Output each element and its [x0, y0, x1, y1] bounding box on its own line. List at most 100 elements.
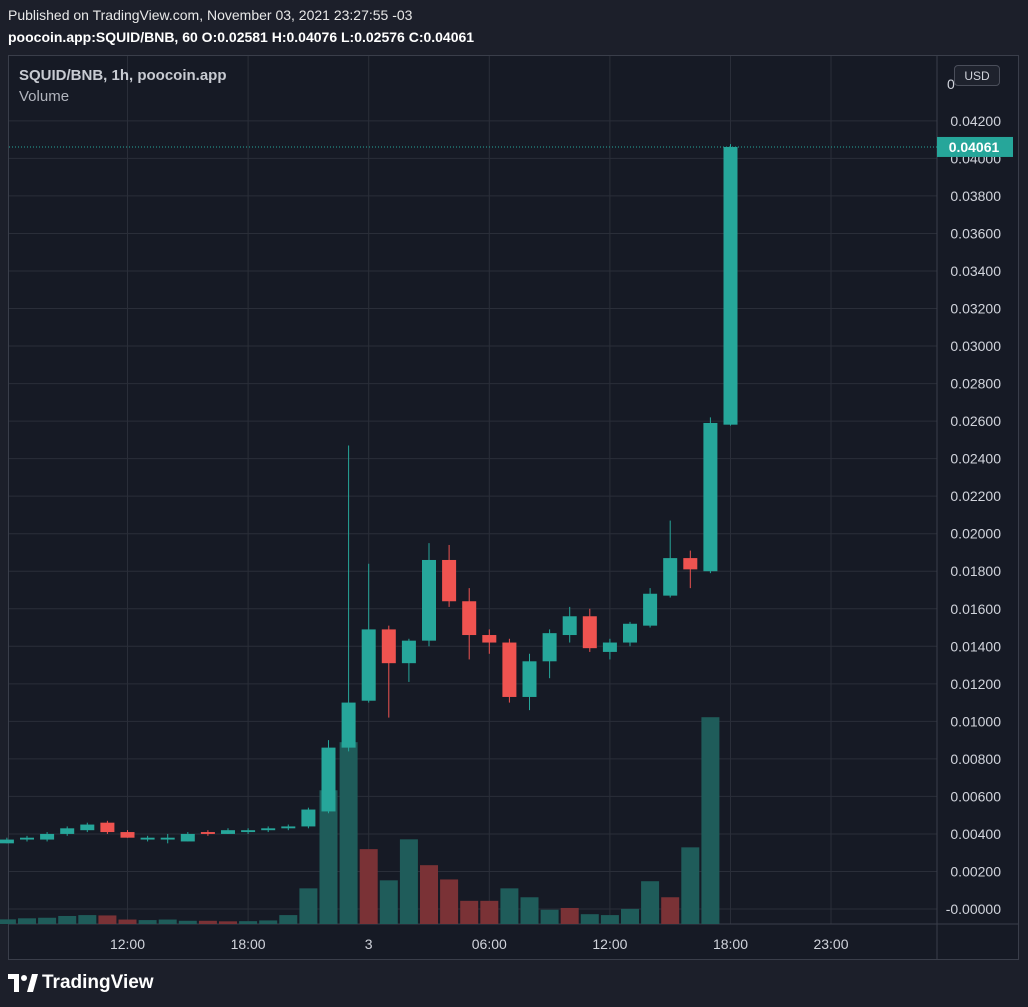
candle-body [80, 824, 95, 831]
candle-body [0, 839, 14, 844]
x-tick-label: 23:00 [813, 936, 848, 952]
candle-body [60, 828, 75, 834]
candle-body [100, 822, 115, 833]
candle-body [281, 826, 296, 829]
x-tick-label: 06:00 [472, 936, 507, 952]
x-tick-label: 18:00 [713, 936, 748, 952]
last-price-label: 0.04061 [949, 139, 1000, 155]
candle-body [663, 558, 678, 596]
volume-bar [58, 915, 77, 924]
volume-bar [158, 919, 177, 924]
candle-body [562, 616, 577, 636]
y-tick-label: 0.01400 [950, 638, 1001, 654]
tradingview-logo[interactable]: TradingView [8, 972, 154, 994]
y-tick-label: 0.01800 [950, 563, 1001, 579]
candle-body [482, 635, 497, 643]
volume-bar [641, 881, 660, 924]
y-tick-label: 0.04200 [950, 113, 1001, 129]
candle-body [381, 629, 396, 664]
candle-body [462, 601, 477, 636]
y-tick-label: 0.00200 [950, 863, 1001, 879]
y-tick-label: 0.01000 [950, 713, 1001, 729]
y-tick-label: 0.00800 [950, 751, 1001, 767]
volume-bar [38, 917, 57, 924]
y-tick-label: 0.01600 [950, 601, 1001, 617]
volume-bar [259, 920, 278, 924]
y-tick-label: 0.02200 [950, 488, 1001, 504]
volume-bar [460, 900, 479, 924]
candle-body [120, 832, 135, 838]
candle-body [643, 593, 658, 626]
last-price-badge [937, 136, 1013, 157]
candle-body [542, 633, 557, 662]
candle-body [602, 642, 617, 652]
candle-body [200, 832, 215, 834]
volume-bar [138, 920, 157, 924]
tradingview-logo-icon [8, 974, 38, 992]
candle-body [361, 629, 376, 701]
y-tick-label: 0.02000 [950, 526, 1001, 542]
candle-body [341, 702, 356, 748]
volume-bar [379, 880, 398, 924]
volume-bar [359, 849, 378, 924]
volume-bar [118, 919, 137, 924]
candle-body [683, 558, 698, 570]
y-tick-label: 0.02800 [950, 376, 1001, 392]
volume-bar [178, 920, 197, 924]
volume-bar [198, 920, 217, 924]
chart-panel[interactable] [8, 55, 1019, 960]
candle-body [401, 640, 416, 664]
legend-volume-label: Volume [19, 88, 70, 105]
volume-bar [78, 915, 97, 924]
volume-bar [399, 839, 418, 924]
y-tick-label: 0.03200 [950, 301, 1001, 317]
y-tick-label: 0.03000 [950, 338, 1001, 354]
candle-body [221, 830, 235, 834]
candle-body [422, 559, 436, 641]
candle-body [582, 616, 597, 649]
candle-body [321, 747, 336, 812]
candle-body [40, 833, 55, 840]
volume-bar [701, 717, 720, 924]
candle-body [703, 422, 718, 572]
x-tick-label: 3 [365, 936, 373, 952]
legend-title: SQUID/BNB, 1h, poocoin.app [19, 67, 227, 84]
volume-bar [600, 915, 619, 924]
volume-bar [621, 908, 639, 924]
volume-bar [219, 921, 237, 924]
x-tick-label: 12:00 [110, 936, 145, 952]
y-tick-label: 0.00400 [950, 826, 1001, 842]
candle-body [20, 837, 34, 840]
candle-body [160, 837, 175, 840]
candle-body [140, 837, 155, 840]
ohlc-line: poocoin.app:SQUID/BNB, 60 O:0.02581 H:0.… [8, 29, 475, 45]
candle-body [623, 623, 637, 643]
y-tick-label: 0.03400 [950, 263, 1001, 279]
volume-bar [339, 742, 358, 924]
footer-brand: TradingView [42, 972, 154, 993]
volume-bar [0, 919, 16, 924]
volume-bar [540, 909, 559, 924]
currency-button[interactable]: USD [954, 65, 1000, 86]
y-tick-label: 0.02600 [950, 413, 1001, 429]
x-tick-label: 18:00 [231, 936, 266, 952]
candle-body [522, 661, 537, 697]
x-tick-label: 12:00 [592, 936, 627, 952]
candle-body [442, 559, 457, 602]
y-tick-label: 0.00600 [950, 788, 1001, 804]
volume-bar [661, 897, 680, 924]
volume-bar [239, 921, 258, 924]
candle-body [180, 833, 195, 842]
y-tick-label: 0.03800 [950, 188, 1001, 204]
volume-bar [420, 865, 438, 924]
volume-bar [279, 915, 298, 924]
candle-body [301, 809, 316, 827]
volume-bar [560, 907, 579, 924]
volume-bar [299, 888, 318, 924]
volume-bar [480, 900, 499, 924]
candle-body [502, 642, 517, 697]
volume-bar [500, 888, 519, 924]
volume-bar [580, 914, 599, 924]
y-tick-label: 0.02400 [950, 451, 1001, 467]
